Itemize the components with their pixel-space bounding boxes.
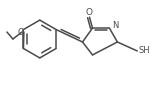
Text: SH: SH [138,46,150,55]
Text: N: N [112,21,119,30]
Text: O: O [85,8,92,17]
Text: O: O [18,28,24,37]
